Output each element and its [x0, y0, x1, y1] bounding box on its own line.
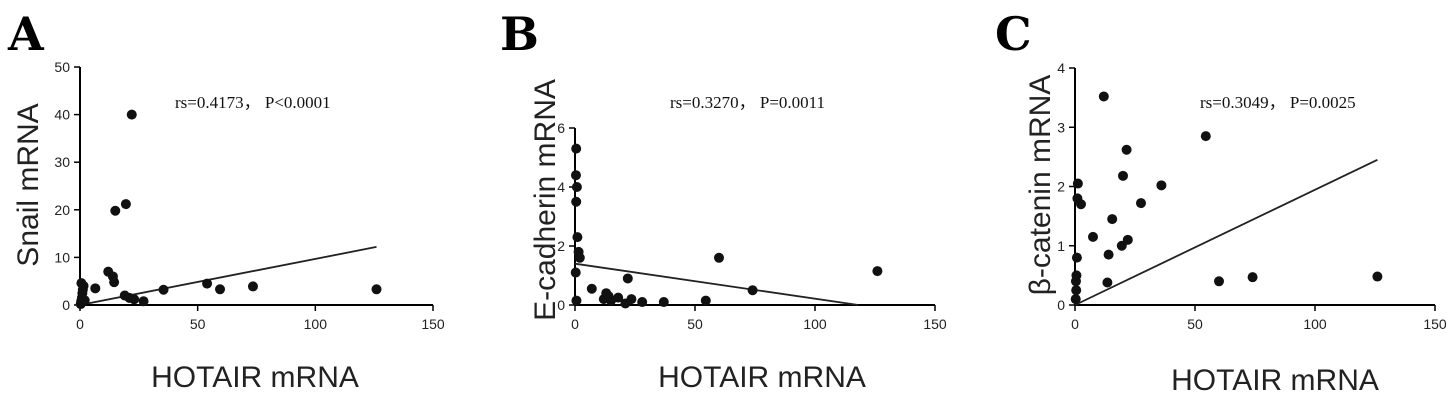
panel-b-data-point [571, 143, 582, 154]
panel-b-y-tick-label: 4 [557, 179, 565, 195]
panel-b-x-axis-label: HOTAIR mRNA [658, 361, 866, 394]
panel-a-data-point [79, 295, 90, 306]
panel-c-data-point [1372, 271, 1383, 282]
panel-c-y-tick-label: 2 [1057, 179, 1065, 195]
panel-a-y-tick-label: 10 [54, 249, 70, 265]
panel-a-data-point [76, 278, 87, 289]
panel-a-data-point [120, 199, 131, 210]
panel-c-y-tick-label: 1 [1057, 238, 1065, 254]
panel-b-data-point [613, 292, 624, 303]
panel-b-data-point [571, 182, 582, 192]
panel-c-data-point [1214, 276, 1224, 287]
panel-b-x-tick-label: 150 [923, 316, 947, 332]
panel-c-y-tick-label: 4 [1057, 60, 1065, 76]
panel-b-data-point [570, 170, 581, 181]
panel-b-y-tick-label: 2 [557, 238, 565, 254]
panel-b-y-axis-label: E-cadherin mRNA [529, 79, 562, 321]
panel-b-y-tick-label: 6 [557, 120, 565, 136]
panel-c-x-axis-label: HOTAIR mRNA [1171, 364, 1379, 397]
panel-c-y-tick-label: 0 [1057, 297, 1065, 313]
panel-a-data-point [138, 296, 149, 307]
panel-c-correlation-annotation: rs=0.3049， P=0.0025 [1200, 93, 1356, 112]
panel-a-data-point [126, 109, 137, 120]
panel-a-data-point [129, 294, 140, 305]
panel-a-data-point [215, 284, 226, 295]
panel-a-data-point [90, 283, 101, 294]
panel-c-data-point [1098, 91, 1109, 102]
panel-c-letter: C [995, 7, 1032, 61]
panel-b-data-point [637, 297, 648, 308]
panel-b-data-point [586, 283, 597, 294]
panel-a-data-point [110, 205, 121, 216]
panel-b-x-tick-label: 100 [803, 316, 827, 332]
panel-c-data-point [1121, 144, 1132, 155]
panel-b-fit-line [574, 262, 859, 306]
panel-c-data-point [1072, 178, 1083, 189]
panel-a-x-tick-label: 150 [421, 316, 445, 332]
panel-a-data-point [371, 284, 382, 295]
panel-b-data-point [700, 295, 711, 306]
panel-a-y-tick-label: 30 [54, 154, 70, 170]
panel-a-data-point [202, 278, 213, 289]
panel-b-data-point [626, 294, 637, 305]
panel-a-data-point [109, 277, 120, 288]
panel-b-data-point [571, 295, 582, 306]
panel-a-y-tick-label: 20 [54, 202, 70, 218]
panel-c-data-point [1107, 214, 1118, 225]
panel-b-letter: B [500, 7, 539, 61]
panel-c-data-point [1247, 272, 1258, 283]
panel-a-x-tick-label: 0 [76, 316, 84, 332]
panel-a-data-point [247, 281, 258, 292]
panel-c-x-tick-label: 100 [1303, 316, 1327, 332]
panel-c-y-tick-label: 3 [1057, 119, 1065, 135]
panel-b-data-point [574, 252, 585, 263]
panel-c-x-tick-label: 0 [1071, 316, 1079, 332]
panel-a-x-tick-label: 100 [304, 316, 328, 332]
panel-c-data-point [1071, 285, 1082, 296]
panel-c-data-point [1200, 131, 1211, 142]
panel-b-x-tick-label: 50 [687, 316, 703, 332]
panel-c-data-point [1088, 231, 1098, 242]
panel-c-data-point [1071, 270, 1082, 281]
panel-c-data-point [1076, 199, 1086, 210]
panel-c-data-point [1122, 234, 1133, 245]
panel-b-data-point [747, 285, 758, 296]
panel-a-y-tick-label: 0 [62, 297, 70, 313]
panel-c-data-point [1136, 198, 1146, 209]
panel-a-y-tick-label: 40 [54, 107, 70, 123]
panel-c-data-point [1156, 180, 1167, 191]
panel-a-data-point [158, 284, 169, 295]
panel-c-fit-line [1074, 159, 1378, 306]
panel-a-y-axis-label: Snail mRNA [12, 103, 45, 266]
panel-b-correlation-annotation: rs=0.3270， P=0.0011 [670, 93, 825, 112]
panel-b-data-point [572, 232, 583, 243]
panel-c-x-tick-label: 150 [1423, 316, 1447, 332]
panel-b-x-tick-label: 0 [571, 316, 579, 332]
panel-b-y-tick-label: 0 [557, 297, 565, 313]
panel-c-y-axis-label: β-catenin mRNA [1024, 75, 1057, 296]
panel-a-x-tick-label: 50 [190, 316, 206, 332]
panel-c-x-tick-label: 50 [1187, 316, 1203, 332]
panel-c-data-point [1103, 249, 1114, 260]
panel-a-y-tick-label: 50 [54, 59, 70, 75]
panel-a-correlation-annotation: rs=0.4173， P<0.0001 [175, 93, 331, 112]
panel-a-letter: A [7, 7, 45, 61]
panel-c-data-point [1070, 294, 1081, 305]
panel-c-data-point [1102, 277, 1113, 288]
panel-c-data-point [1071, 252, 1082, 263]
panel-c-data-point [1118, 170, 1128, 181]
panel-b-data-point [570, 267, 581, 278]
panel-b-data-point [872, 266, 883, 277]
panel-a-x-axis-label: HOTAIR mRNA [151, 361, 359, 394]
panel-b-data-point [571, 196, 582, 207]
panel-b-data-point [658, 297, 669, 308]
panel-b-data-point [714, 252, 724, 263]
panel-b-data-point [622, 273, 633, 284]
